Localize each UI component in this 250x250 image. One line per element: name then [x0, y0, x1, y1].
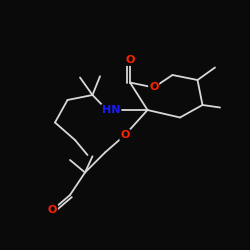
Text: O: O: [120, 130, 130, 140]
Text: O: O: [125, 55, 135, 65]
Text: HN: HN: [102, 105, 120, 115]
Text: O: O: [48, 205, 57, 215]
Text: O: O: [149, 82, 158, 92]
